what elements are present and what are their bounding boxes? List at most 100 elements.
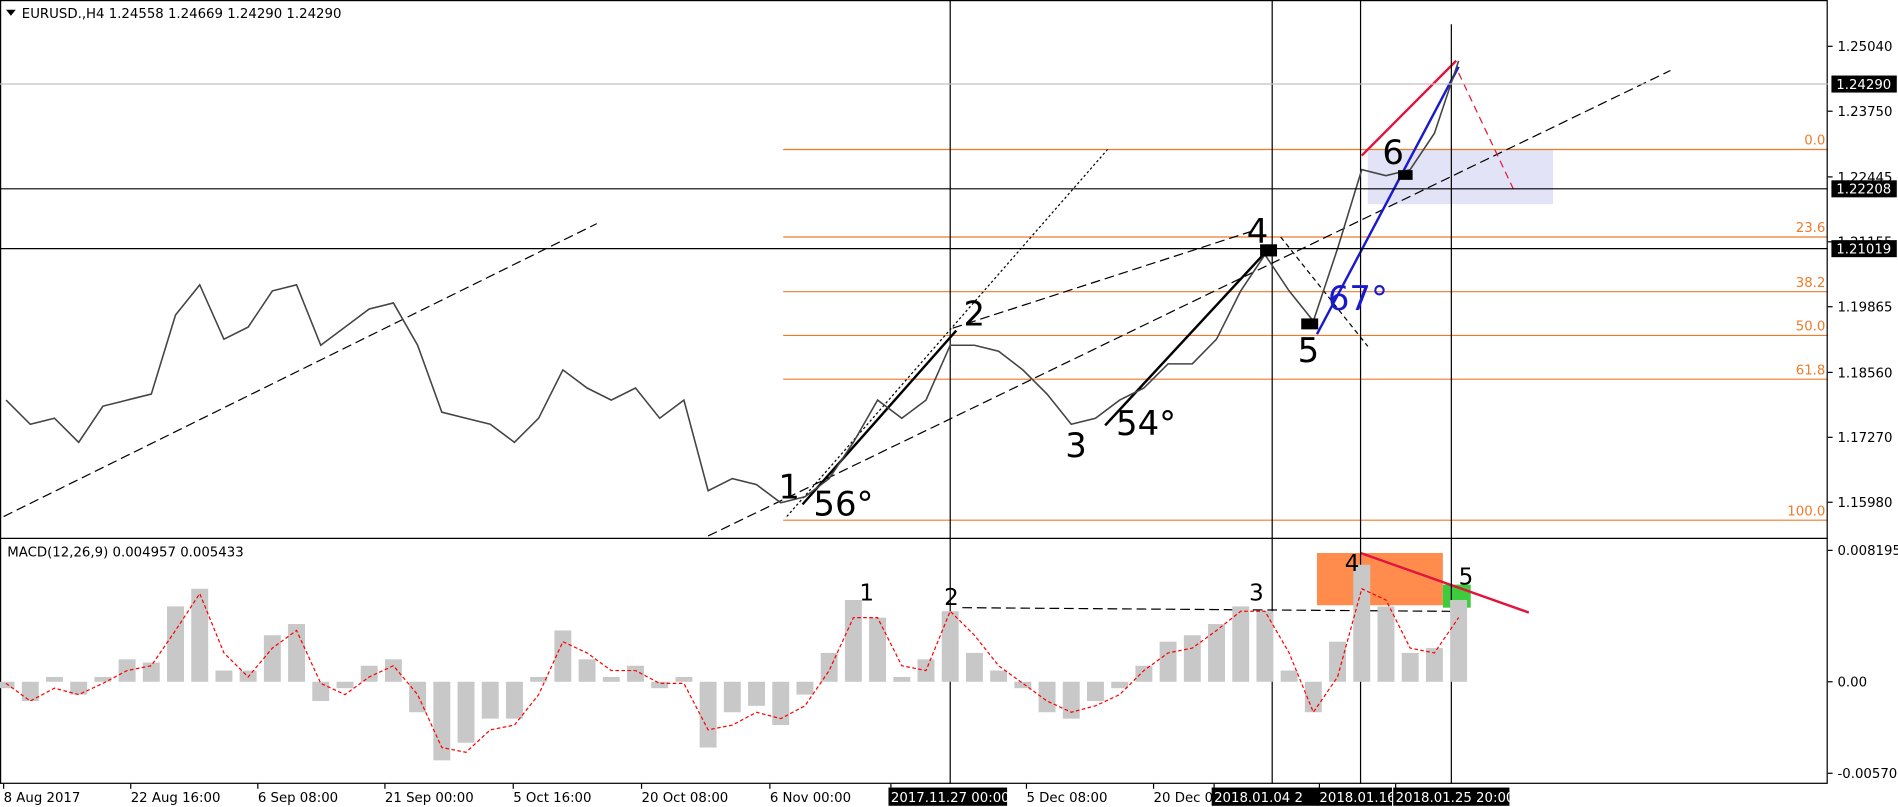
angle-line — [1104, 250, 1268, 427]
annotation: 2 — [944, 585, 959, 611]
marker — [1301, 318, 1319, 330]
marker — [1260, 244, 1278, 257]
histogram-bar — [1086, 681, 1104, 702]
histogram-bar — [748, 681, 766, 706]
histogram-bar — [94, 676, 112, 682]
annotation: 1 — [778, 467, 800, 507]
annotation: 4 — [1247, 212, 1269, 252]
histogram-bar — [869, 617, 887, 682]
trend-line — [952, 230, 1254, 329]
histogram-bar — [21, 681, 39, 702]
annotation: 6 — [1382, 133, 1404, 173]
x-tick-label: 8 Aug 2017 — [4, 791, 81, 806]
histogram-bar — [1377, 606, 1395, 682]
angle-line — [1315, 66, 1460, 335]
y-tick-label: 0.00 — [1837, 676, 1867, 691]
price-line — [5, 60, 1460, 504]
fib-label: 100.0 — [1787, 504, 1825, 519]
histogram-bar — [602, 676, 620, 682]
histogram-bar — [336, 681, 354, 689]
y-tick-label: 1.19865 — [1837, 301, 1892, 316]
x-label-box — [1316, 787, 1393, 806]
signal-line — [5, 587, 1460, 753]
fib-label: 61.8 — [1796, 363, 1826, 378]
histogram-bar — [530, 676, 548, 682]
y-tick-label: 1.23750 — [1837, 105, 1892, 120]
histogram-bar — [990, 670, 1008, 682]
histogram-bar — [457, 681, 475, 743]
angle-line — [801, 329, 958, 506]
histogram-bar — [481, 681, 499, 719]
histogram-bar — [167, 606, 184, 682]
histogram-bar — [820, 652, 838, 682]
y-tick-label: -0.005706 — [1837, 767, 1898, 782]
annotation: 67° — [1328, 279, 1388, 319]
annotation: 56° — [813, 484, 873, 524]
menu-arrow[interactable] — [6, 9, 16, 16]
histogram-bar — [1208, 624, 1225, 682]
histogram-bar — [675, 676, 693, 682]
chart-title: EURUSD.,H4 1.24558 1.24669 1.24290 1.242… — [22, 7, 342, 22]
annotation: 3 — [1249, 580, 1264, 606]
x-tick-label: 22 Aug 16:00 — [131, 791, 221, 806]
x-tick-label: 21 Sep 00:00 — [385, 791, 474, 806]
histogram-bar — [505, 681, 523, 719]
y-tick-label: 1.18560 — [1837, 366, 1892, 381]
histogram-bar — [191, 588, 209, 682]
frame — [0, 0, 1828, 784]
marker — [1398, 170, 1413, 180]
histogram-bar — [796, 681, 814, 695]
trend-line — [786, 149, 1109, 517]
price-label-box — [1831, 180, 1897, 198]
histogram-bar — [941, 611, 959, 682]
trend-line — [1360, 551, 1530, 614]
histogram-bar — [1014, 681, 1032, 689]
x-tick-label: 5 Dec 08:00 — [1026, 791, 1107, 806]
histogram-bar — [893, 676, 911, 682]
histogram-bar — [360, 665, 378, 682]
fib-label: 50.0 — [1796, 320, 1826, 335]
histogram-bar — [1353, 564, 1371, 682]
histogram-bar — [723, 681, 741, 713]
fib-label: 23.6 — [1796, 221, 1826, 236]
histogram-bar — [578, 659, 596, 682]
y-tick-label: 1.25040 — [1837, 40, 1892, 55]
annotation: 5 — [1298, 331, 1320, 371]
fib-label: 38.2 — [1796, 276, 1826, 291]
y-tick-label: 1.17270 — [1837, 431, 1892, 446]
trend-line — [707, 69, 1671, 537]
histogram-bar — [1111, 681, 1129, 689]
annotation: 1 — [859, 580, 874, 606]
histogram-bar — [1256, 611, 1274, 682]
price-label-box — [1831, 75, 1897, 93]
annotation: 5 — [1459, 565, 1474, 591]
histogram-bar — [554, 630, 572, 682]
annotation: 4 — [1345, 551, 1360, 577]
x-label-box — [1211, 787, 1319, 806]
x-tick-label: 2018.01.04 2 — [1214, 791, 1303, 806]
histogram-bar — [1062, 681, 1080, 719]
x-tick-label: 5 Oct 16:00 — [513, 791, 591, 806]
histogram-bar — [433, 681, 451, 761]
histogram-bar — [699, 681, 717, 748]
annotation: 3 — [1065, 426, 1087, 466]
x-tick-label: 2018.01.25 20:00 — [1396, 791, 1515, 806]
histogram-bar — [288, 624, 306, 682]
x-tick-label: 2017.11.27 00:00 — [891, 791, 1010, 806]
histogram-bar — [384, 659, 402, 682]
histogram-bar — [1329, 641, 1347, 682]
x-tick-label: 20 Oct 08:00 — [642, 791, 729, 806]
x-label-box — [888, 787, 1008, 806]
macd-title: MACD(12,26,9) 0.004957 0.005433 — [7, 546, 243, 561]
histogram-bar — [1304, 681, 1322, 713]
trend-line — [1360, 59, 1458, 157]
histogram-bar — [312, 681, 330, 702]
annotation: 54° — [1116, 404, 1176, 444]
x-tick-label: 2018.01.16 0 — [1319, 791, 1408, 806]
x-tick-label: 6 Sep 08:00 — [258, 791, 338, 806]
histogram-bar — [1232, 606, 1250, 682]
histogram-bar — [651, 681, 669, 689]
price-label: 1.22208 — [1836, 183, 1891, 198]
x-tick-label: 6 Nov 00:00 — [770, 791, 851, 806]
